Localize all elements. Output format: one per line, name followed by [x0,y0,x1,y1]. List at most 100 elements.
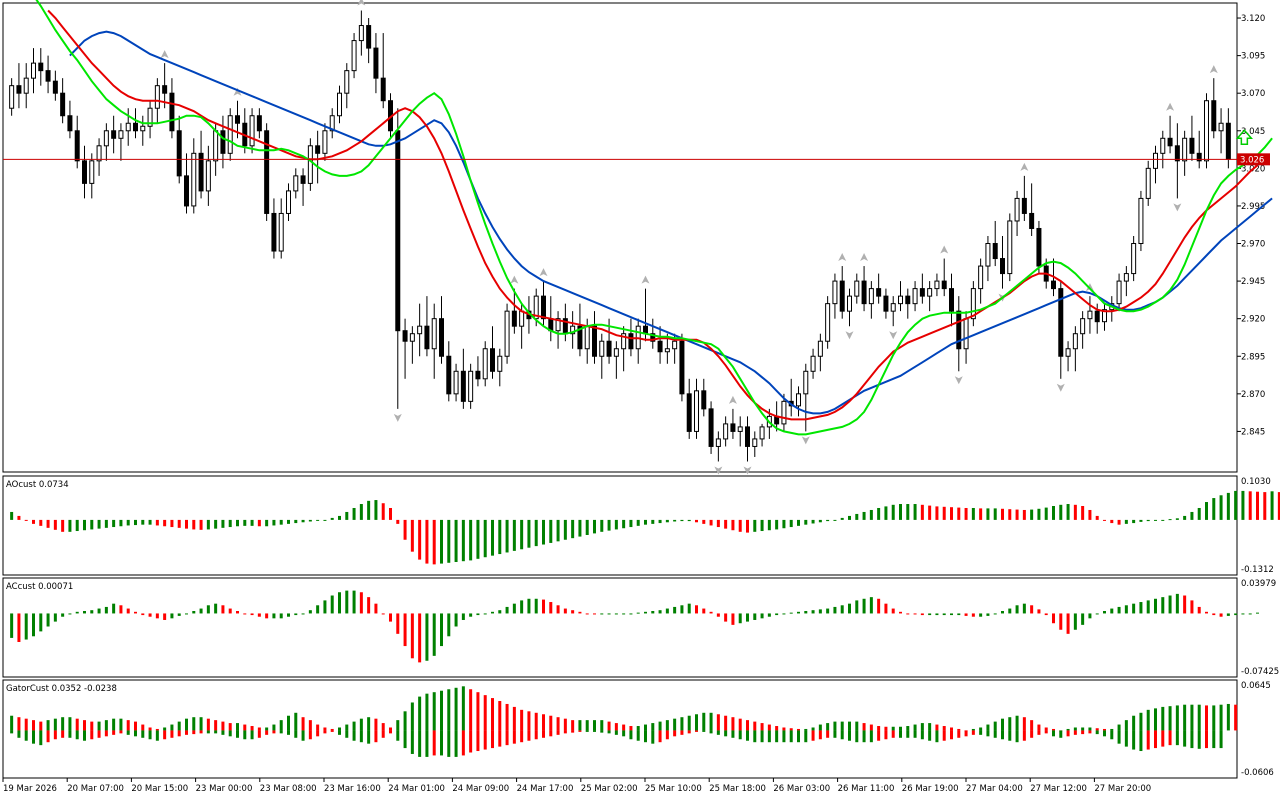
candle[interactable] [337,85,342,124]
candle[interactable] [592,311,597,364]
candle[interactable] [402,318,408,379]
candle[interactable] [45,55,51,94]
candle[interactable] [927,281,933,312]
candle[interactable] [96,138,102,176]
candle[interactable] [796,386,801,417]
candle[interactable] [1131,235,1137,282]
candle[interactable] [1145,160,1151,206]
candle[interactable] [730,408,736,439]
ao-panel[interactable]: AOcust 0.0734 0.1030 -0.1312 [2,475,1280,576]
candle[interactable] [978,258,984,304]
candle[interactable] [1102,303,1107,331]
candle[interactable] [555,311,561,349]
candle[interactable] [1021,175,1027,221]
candle[interactable] [1072,326,1078,372]
candle[interactable] [31,48,36,94]
candle[interactable] [351,33,357,79]
candle[interactable] [140,115,146,146]
candle[interactable] [205,145,211,206]
ac-panel[interactable]: ACcust 0.00071 0.03979 -0.07425 [2,577,1279,678]
candle[interactable] [949,273,954,327]
candle[interactable] [708,401,714,454]
candle[interactable] [599,333,605,379]
candle[interactable] [82,145,87,199]
candle[interactable] [839,266,845,319]
candle[interactable] [431,303,437,379]
candle[interactable] [679,333,685,402]
candle[interactable] [504,303,510,364]
candle[interactable] [621,326,627,372]
candle[interactable] [286,183,291,221]
candle[interactable] [184,153,189,214]
candle[interactable] [686,378,692,439]
candle[interactable] [861,266,867,312]
candle[interactable] [23,63,29,109]
candle[interactable] [344,63,350,109]
candle[interactable] [453,363,459,402]
candle[interactable] [570,311,576,349]
candle[interactable] [300,168,306,206]
candle[interactable] [460,348,466,409]
candle[interactable] [1014,190,1020,236]
candle[interactable] [468,363,474,409]
candle[interactable] [985,235,991,282]
candle[interactable] [271,198,277,259]
candle[interactable] [147,100,153,139]
candle[interactable] [1058,281,1064,379]
candle[interactable] [854,273,860,304]
candle[interactable] [264,123,270,221]
candle[interactable] [992,220,998,267]
candle[interactable] [16,63,22,109]
candle[interactable] [657,326,663,364]
candle[interactable] [380,33,386,109]
candle[interactable] [941,258,947,297]
candle[interactable] [1218,108,1224,154]
candle[interactable] [1029,183,1035,236]
candle[interactable] [52,70,58,101]
candle[interactable] [497,348,503,387]
candle[interactable] [898,281,903,312]
candle[interactable] [417,303,423,357]
candle[interactable] [883,288,889,319]
candle[interactable] [1196,130,1202,169]
candle[interactable] [810,348,816,379]
candle[interactable] [737,416,743,447]
candle[interactable] [701,378,707,417]
gator-panel[interactable]: GatorCust 0.0352 -0.0238 0.0645 -0.0606 [2,679,1274,779]
candle[interactable] [1160,130,1166,169]
candle[interactable] [650,318,656,349]
candle[interactable] [162,63,168,109]
candle[interactable] [890,296,896,327]
candle[interactable] [759,423,765,447]
candle[interactable] [1000,235,1005,289]
candle[interactable] [358,10,364,56]
candle[interactable] [723,416,729,447]
candle[interactable] [1087,296,1093,334]
candle[interactable] [1123,266,1129,297]
candle[interactable] [322,123,328,161]
candle[interactable] [1182,130,1188,176]
candle[interactable] [694,378,699,439]
candle[interactable] [919,273,925,304]
candle[interactable] [715,431,721,462]
candle[interactable] [133,108,138,139]
candle[interactable] [511,288,517,334]
candle[interactable] [293,168,299,199]
candle[interactable] [541,281,546,327]
candle[interactable] [956,296,962,372]
candle[interactable] [409,326,415,364]
candle[interactable] [67,100,73,139]
candle[interactable] [60,78,66,124]
candle[interactable] [1189,115,1195,161]
candle[interactable] [781,393,787,432]
candle[interactable] [745,416,750,462]
candle[interactable] [868,281,874,319]
candle[interactable] [905,288,911,319]
candle[interactable] [103,123,109,161]
candle[interactable] [970,281,976,327]
candle[interactable] [1174,123,1180,199]
candle[interactable] [1211,78,1217,139]
candle[interactable] [9,78,15,116]
candle[interactable] [934,273,940,297]
